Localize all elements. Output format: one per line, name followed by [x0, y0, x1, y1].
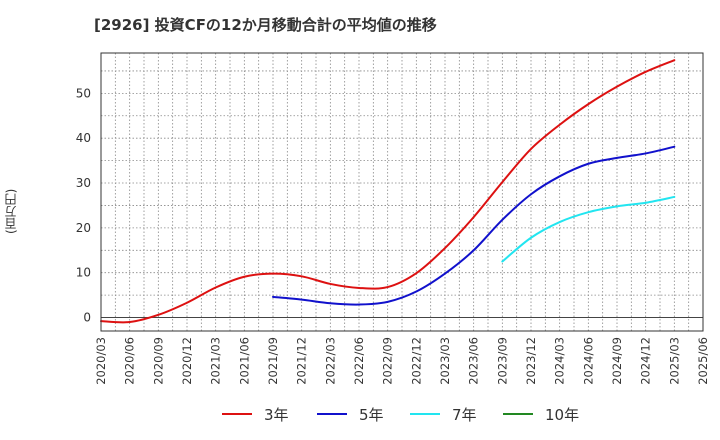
legend-label: 10年: [545, 405, 580, 424]
x-tick-label: 2022/03: [323, 337, 337, 385]
x-tick-label: 2021/12: [295, 337, 309, 385]
x-tick-label: 2023/03: [438, 337, 452, 385]
legend-item: 7年: [410, 402, 477, 426]
legend-label: 7年: [452, 405, 477, 424]
x-tick-label: 2024/06: [581, 337, 595, 385]
series-line-3年: [100, 59, 676, 324]
y-tick-label: 0: [83, 311, 91, 325]
legend-label: 5年: [359, 405, 384, 424]
x-tick-label: 2021/03: [209, 337, 223, 385]
x-tick-label: 2020/06: [123, 337, 137, 385]
x-tick-label: 2022/06: [352, 337, 366, 385]
legend-swatch: [222, 413, 252, 415]
legend-label: 3年: [264, 405, 289, 424]
x-tick-label: 2021/09: [266, 337, 280, 385]
y-tick-label: 20: [76, 221, 91, 235]
series-line-7年: [501, 195, 676, 263]
x-tick-label: 2023/06: [467, 337, 481, 385]
x-tick-label: 2025/03: [667, 337, 681, 385]
x-tick-label: 2023/12: [524, 337, 538, 385]
x-tick-label: 2024/12: [639, 337, 653, 385]
x-tick-label: 2024/09: [610, 337, 624, 385]
x-tick-label: 2020/12: [180, 337, 194, 385]
x-tick-labels: 2020/03 2020/06 2020/09 2020/12 2021/03 2021/…: [94, 337, 710, 385]
y-tick-label: 40: [76, 131, 91, 145]
legend-swatch: [503, 413, 533, 415]
x-tick-label: 2025/06: [696, 337, 710, 385]
y-tick-labels: 0 10 20 30 40 50: [76, 86, 91, 324]
x-tick-label: 2021/06: [237, 337, 251, 385]
legend-item: 10年: [503, 402, 579, 426]
x-tick-label: 2020/09: [151, 337, 165, 385]
y-tick-label: 10: [76, 266, 91, 280]
plot-frame: [100, 52, 704, 332]
series-layer: [100, 59, 676, 324]
legend: 3年 5年 7年 10年: [0, 402, 720, 426]
legend-swatch: [317, 413, 347, 415]
y-tick-label: 50: [76, 86, 91, 100]
x-tick-label: 2023/09: [495, 337, 509, 385]
y-tick-label: 30: [76, 176, 91, 190]
grid-layer: [101, 53, 703, 331]
legend-item: 3年: [222, 402, 289, 426]
x-tick-label: 2022/12: [409, 337, 423, 385]
x-tick-label: 2022/09: [381, 337, 395, 385]
chart-title: [2926] 投資CFの12か月移動合計の平均値の推移: [94, 16, 437, 34]
legend-item: 5年: [317, 402, 384, 426]
x-tick-label: 2020/03: [94, 337, 108, 385]
legend-swatch: [410, 413, 440, 415]
x-tick-label: 2024/03: [553, 337, 567, 385]
series-line-5年: [272, 145, 676, 306]
